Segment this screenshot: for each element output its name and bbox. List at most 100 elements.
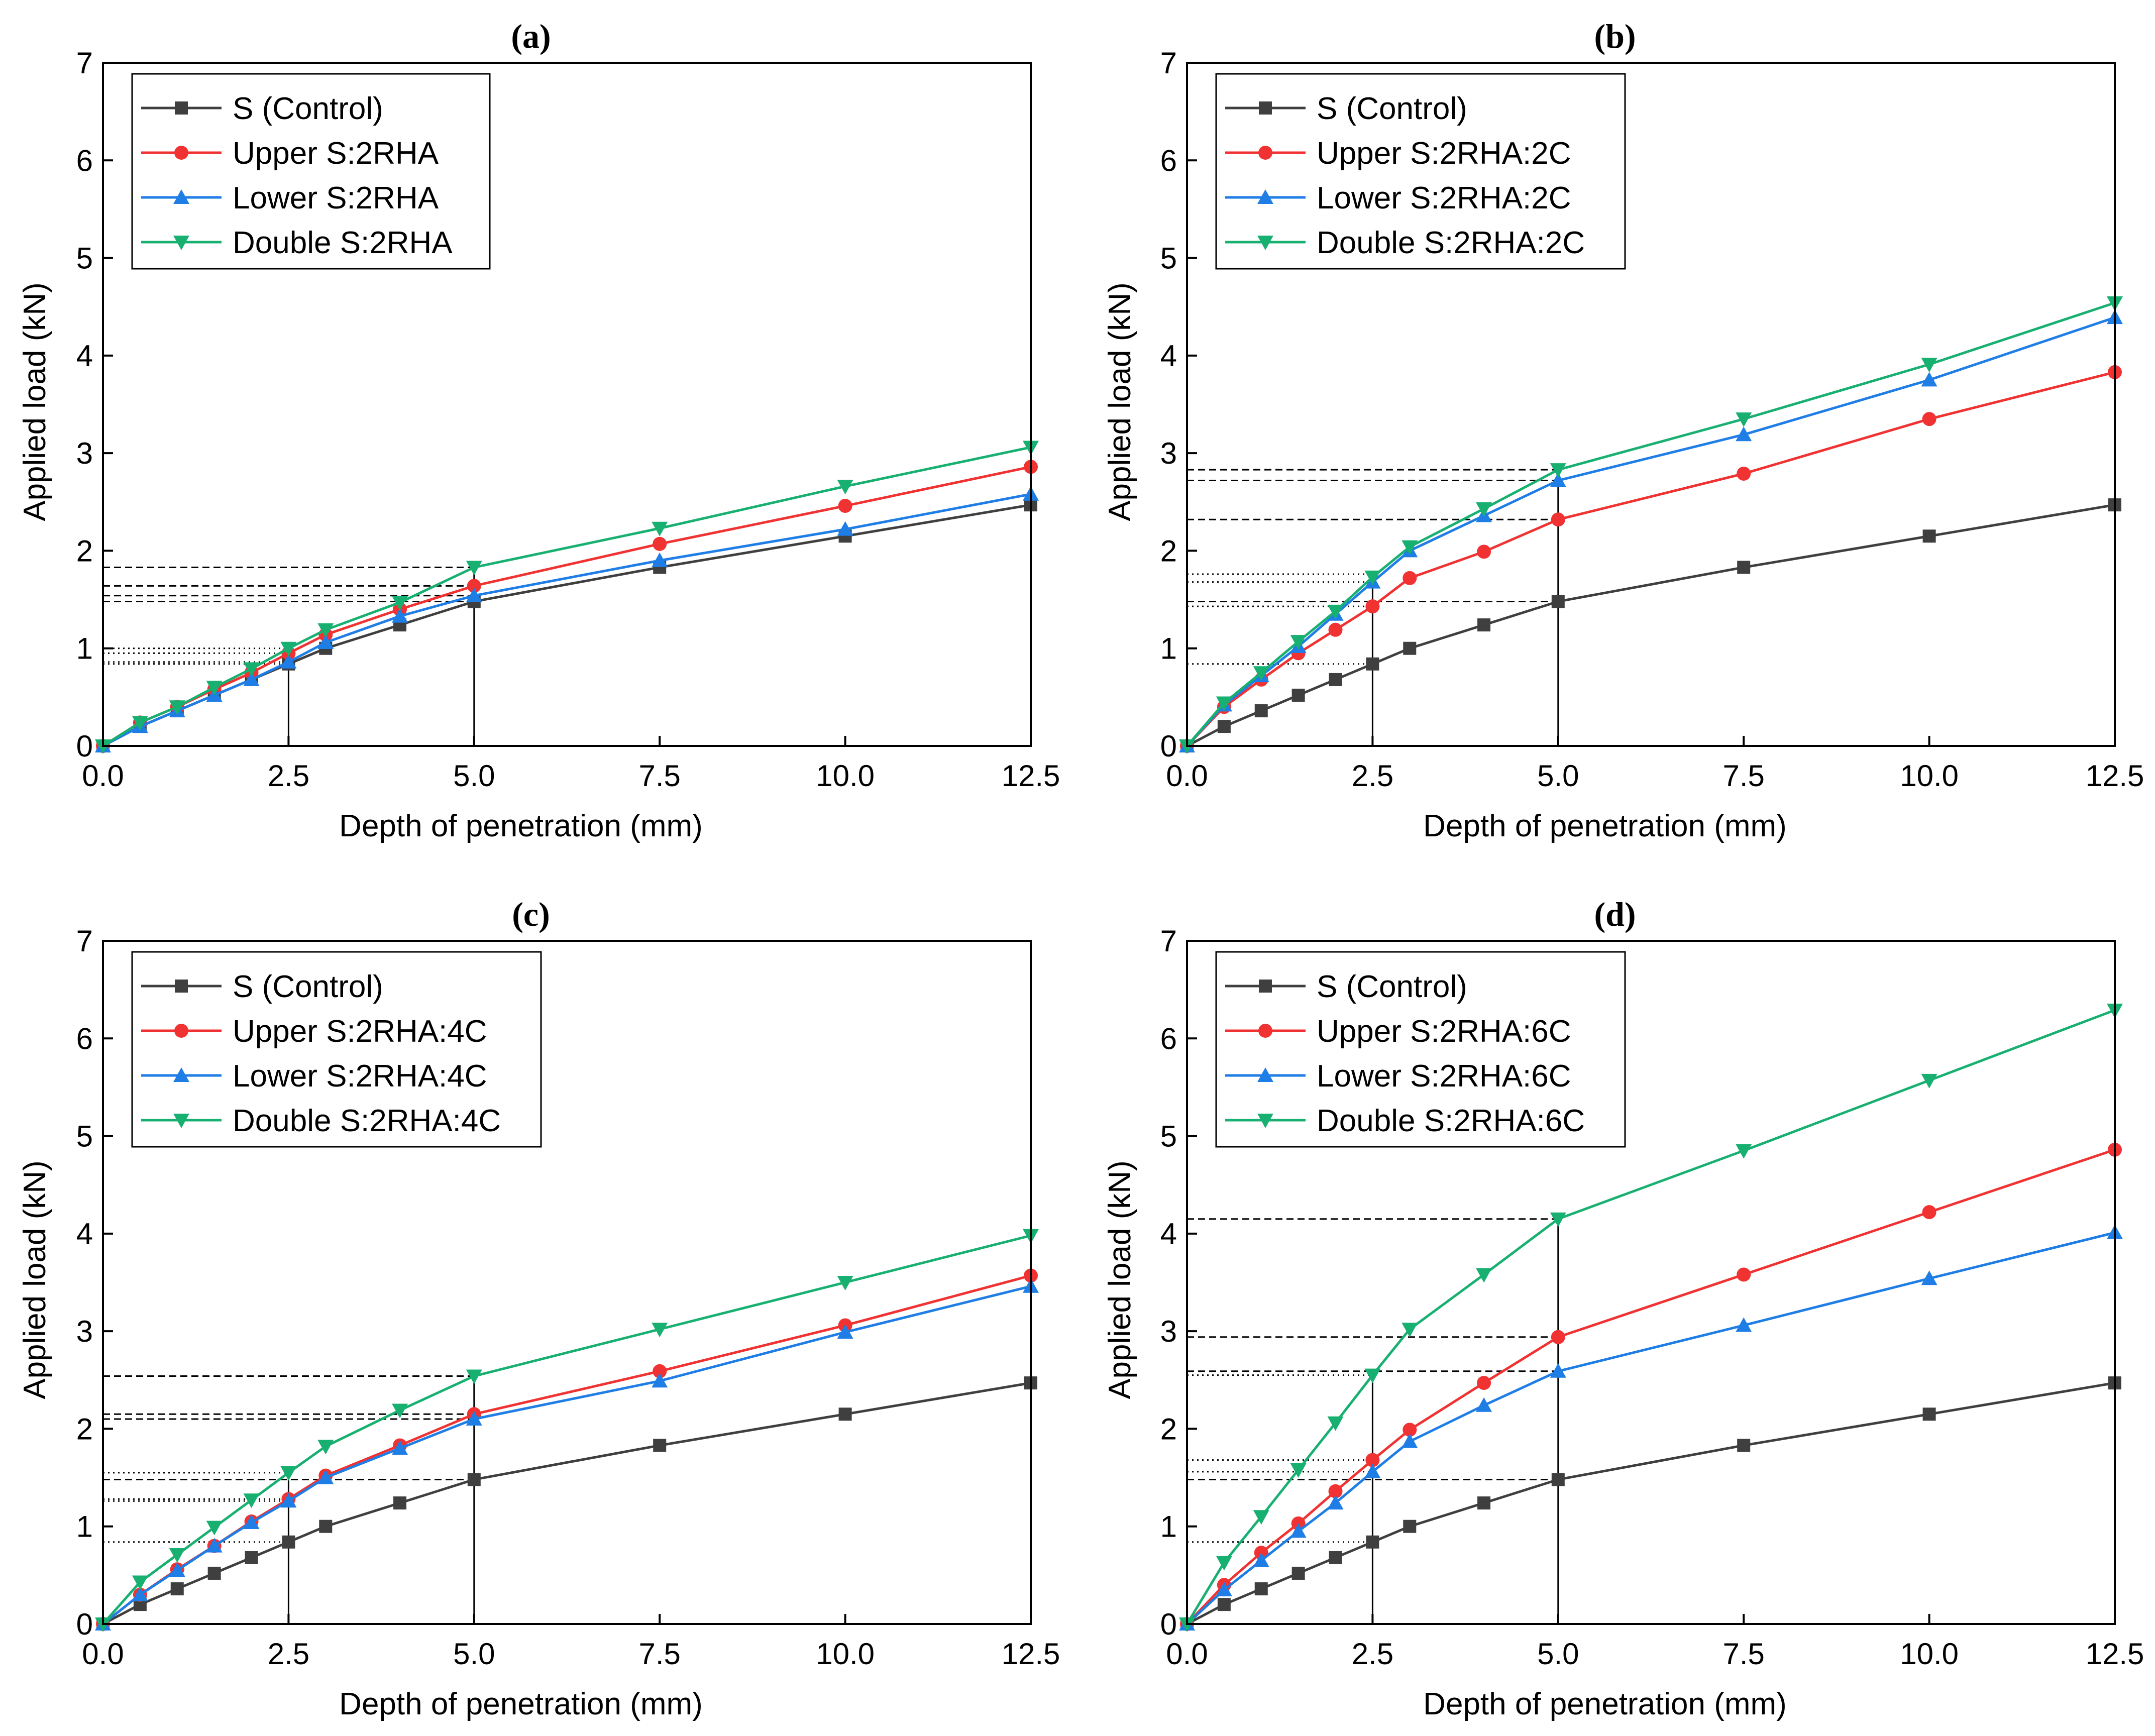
data-point-lower xyxy=(466,1411,482,1426)
data-point-lower xyxy=(243,1514,260,1529)
series-line-double xyxy=(1186,301,2115,747)
series-line-control xyxy=(1186,503,2115,747)
series-upper xyxy=(1180,365,2122,753)
data-point-double xyxy=(243,662,260,677)
y-tick-label: 6 xyxy=(1160,144,1177,177)
reference-lines xyxy=(1187,1218,1559,1624)
legend-swatch-marker-double xyxy=(1257,1114,1273,1128)
x-tick-label: 12.5 xyxy=(2086,1637,2144,1671)
legend-label-control: S (Control) xyxy=(233,91,383,126)
legend-label-upper: Upper S:2RHA:6C xyxy=(1317,1014,1571,1049)
data-point-control xyxy=(1403,641,1417,655)
series-upper xyxy=(96,1268,1038,1631)
data-point-control xyxy=(1551,595,1565,608)
data-point-double xyxy=(1402,540,1418,555)
y-tick-label: 4 xyxy=(1160,339,1177,373)
data-point-lower xyxy=(1476,1397,1492,1412)
legend-swatch-marker-control xyxy=(1259,101,1272,115)
data-point-lower xyxy=(1736,426,1752,442)
data-point-control xyxy=(207,1566,221,1580)
data-point-double xyxy=(1216,1556,1232,1571)
data-point-double xyxy=(1736,1144,1752,1159)
x-tick-label: 7.5 xyxy=(638,759,680,793)
data-point-lower xyxy=(1402,1433,1418,1448)
x-tick-label: 0.0 xyxy=(82,759,124,793)
data-point-control xyxy=(1329,1551,1342,1564)
data-point-double xyxy=(317,623,334,638)
data-point-double xyxy=(1736,412,1752,427)
panel-b: (b) Depth of penetration (mm) Applied lo… xyxy=(1103,17,2144,843)
y-tick-label: 1 xyxy=(1160,632,1177,666)
panel-title: (b) xyxy=(1594,17,1636,55)
series-line-upper xyxy=(102,465,1031,747)
data-point-control xyxy=(1366,657,1379,671)
x-tick-label: 5.0 xyxy=(1537,759,1579,793)
data-point-control xyxy=(1477,1496,1491,1510)
y-tick-label: 0 xyxy=(1160,1607,1177,1641)
data-point-double xyxy=(280,1466,297,1481)
series-line-lower xyxy=(102,493,1031,747)
x-tick-label: 10.0 xyxy=(816,759,875,793)
data-point-upper xyxy=(838,499,852,513)
plot-frame xyxy=(102,62,1032,747)
data-point-control xyxy=(1291,688,1305,702)
plot-frame xyxy=(102,940,1032,1625)
legend-label-upper: Upper S:2RHA:2C xyxy=(1317,136,1571,171)
data-point-double xyxy=(1921,358,1937,373)
x-tick-label: 2.5 xyxy=(1352,1637,1393,1671)
y-tick-label: 4 xyxy=(76,1217,93,1251)
data-point-double xyxy=(652,521,668,536)
data-point-control xyxy=(393,1496,407,1510)
data-point-control xyxy=(1254,704,1268,718)
legend: S (Control) Upper S:2RHA:6C Lower S:2RHA:6… xyxy=(1215,951,1626,1148)
data-point-double xyxy=(1290,1463,1307,1478)
series-line-control xyxy=(102,503,1031,747)
data-point-control xyxy=(1922,1407,1936,1421)
x-tick-label: 7.5 xyxy=(1722,759,1764,793)
y-axis-label: Applied load (kN) xyxy=(1103,282,1137,521)
y-tick-label: 7 xyxy=(1160,924,1177,958)
y-tick-label: 3 xyxy=(76,437,93,470)
data-point-lower xyxy=(1550,472,1566,487)
x-tick-label: 2.5 xyxy=(268,759,309,793)
x-tick-label: 7.5 xyxy=(638,1637,680,1671)
x-tick-label: 2.5 xyxy=(268,1637,309,1671)
data-point-double xyxy=(1550,1212,1566,1227)
legend-swatch-marker-upper xyxy=(174,146,188,160)
data-point-lower xyxy=(280,1493,297,1508)
series-line-double xyxy=(102,446,1031,747)
series-double xyxy=(95,441,1039,754)
y-tick-label: 2 xyxy=(76,534,93,568)
data-point-double xyxy=(280,641,297,657)
legend-label-lower: Lower S:2RHA xyxy=(233,181,439,215)
series-line-lower xyxy=(1186,1231,2115,1625)
data-point-double xyxy=(466,1369,482,1384)
series-line-lower xyxy=(1186,316,2115,747)
x-tick-label: 5.0 xyxy=(1537,1637,1579,1671)
legend-box xyxy=(1215,73,1626,270)
series-line-control xyxy=(1186,1381,2115,1625)
data-point-upper xyxy=(1551,512,1565,527)
data-point-control xyxy=(1737,561,1751,574)
plot-frame xyxy=(1186,62,2116,747)
data-point-double xyxy=(132,1575,148,1590)
data-point-control xyxy=(1737,1439,1751,1452)
data-point-double xyxy=(1253,1510,1269,1525)
y-tick-label: 7 xyxy=(76,46,93,80)
data-point-lower xyxy=(837,521,853,536)
legend-label-control: S (Control) xyxy=(1317,91,1467,126)
data-point-double xyxy=(837,480,853,495)
data-point-lower xyxy=(1327,1495,1344,1510)
legend-swatch-marker-control xyxy=(175,980,188,993)
y-tick-label: 1 xyxy=(76,632,93,666)
data-point-control xyxy=(1366,1535,1379,1549)
legend-swatch-marker-double xyxy=(173,1114,189,1128)
data-point-lower xyxy=(652,552,668,567)
data-point-upper xyxy=(1328,1484,1343,1498)
y-tick-label: 2 xyxy=(1160,534,1177,568)
legend-swatch-marker-upper xyxy=(174,1024,188,1038)
legend-swatch-marker-upper xyxy=(1258,146,1272,160)
legend-label-double: Double S:2RHA:4C xyxy=(233,1104,501,1138)
data-point-upper xyxy=(1328,622,1343,637)
